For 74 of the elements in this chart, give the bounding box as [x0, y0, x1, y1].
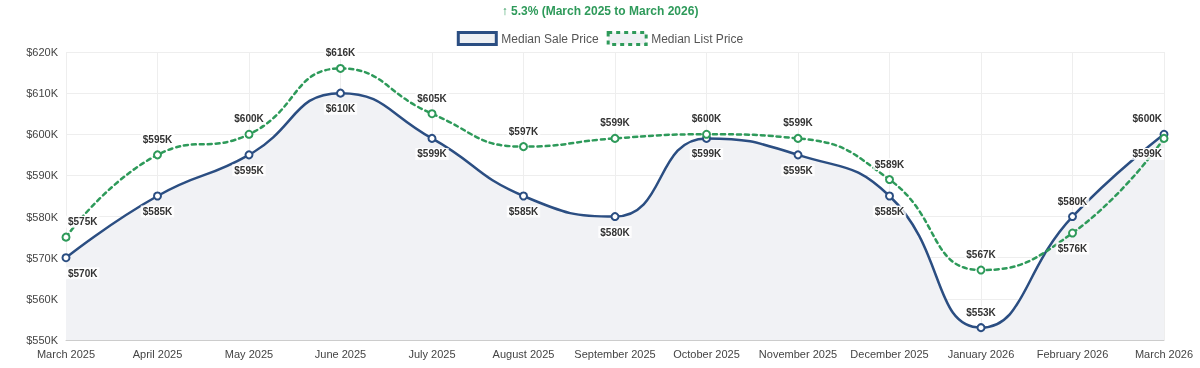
x-tick-label: January 2026	[947, 347, 1015, 360]
y-tick-label: $580K	[26, 210, 59, 223]
data-label: $599K	[1132, 148, 1163, 160]
x-tick-label: July 2025	[408, 347, 456, 360]
point	[1068, 212, 1077, 222]
point	[976, 323, 986, 333]
data-label: $580K	[1057, 195, 1089, 207]
chart-title: ↑ 5.3% (March 2025 to March 2026)	[501, 4, 699, 18]
x-tick-label: March 2025	[36, 347, 96, 360]
point	[153, 150, 162, 160]
point	[610, 133, 620, 143]
x-tick-label: April 2025	[132, 347, 183, 360]
x-tick-label: May 2025	[224, 347, 274, 360]
point	[793, 150, 803, 160]
data-label: $600K	[234, 113, 265, 125]
data-label: $567K	[966, 249, 997, 261]
data-label: $585K	[142, 206, 174, 217]
y-tick-label: $560K	[26, 292, 59, 305]
x-tick-label: October 2025	[673, 347, 740, 360]
data-label: $585K	[874, 206, 906, 217]
point	[702, 129, 711, 139]
point	[61, 232, 71, 242]
point	[427, 109, 437, 119]
data-label: $616K	[325, 47, 357, 59]
data-label: $570K	[68, 267, 99, 279]
y-tick-label: $590K	[26, 169, 59, 182]
data-label: $599K	[691, 148, 723, 160]
legend-label: Median List Price	[651, 31, 744, 46]
y-tick-label: $620K	[26, 46, 59, 58]
data-label: $585K	[508, 206, 540, 217]
data-label: $575K	[68, 216, 99, 228]
data-label: $595K	[234, 164, 265, 176]
point	[519, 191, 528, 201]
x-tick-label: December 2025	[850, 347, 929, 360]
point	[793, 133, 803, 143]
data-label: $610K	[325, 103, 357, 115]
x-tick-label: November 2025	[758, 347, 838, 360]
data-label: $600K	[1132, 113, 1163, 125]
point	[427, 133, 437, 143]
point	[885, 175, 894, 185]
data-label: $589K	[874, 158, 906, 170]
data-label: $599K	[417, 148, 448, 160]
x-tick-label: June 2025	[314, 347, 367, 360]
point	[336, 88, 345, 98]
point	[885, 191, 894, 201]
x-tick-label: February 2026	[1036, 347, 1109, 360]
x-tick-label: September 2025	[574, 347, 656, 360]
data-label: $599K	[600, 117, 631, 129]
point	[244, 129, 254, 139]
point	[610, 212, 620, 222]
point	[519, 142, 528, 152]
data-label: $605K	[417, 92, 448, 104]
data-label: $576K	[1057, 243, 1089, 255]
data-label: $553K	[966, 306, 997, 318]
point	[61, 253, 71, 263]
x-tick-label: March 2026	[1134, 347, 1194, 360]
data-label: $595K	[142, 133, 174, 145]
y-tick-label: $550K	[26, 334, 59, 346]
data-label: $580K	[600, 226, 631, 238]
y-tick-label: $600K	[26, 128, 59, 141]
data-label: $595K	[783, 164, 814, 176]
x-tick-label: August 2025	[492, 347, 555, 360]
point	[336, 63, 345, 73]
point	[1068, 228, 1077, 238]
legend-label: Median Sale Price	[501, 31, 599, 46]
y-tick-label: $610K	[26, 87, 59, 100]
point	[153, 191, 162, 201]
point	[244, 150, 254, 160]
data-label: $600K	[691, 113, 723, 125]
data-label: $599K	[783, 117, 814, 129]
data-label: $597K	[508, 125, 540, 137]
point	[1159, 133, 1169, 143]
y-tick-label: $570K	[26, 251, 59, 264]
point	[976, 265, 986, 275]
